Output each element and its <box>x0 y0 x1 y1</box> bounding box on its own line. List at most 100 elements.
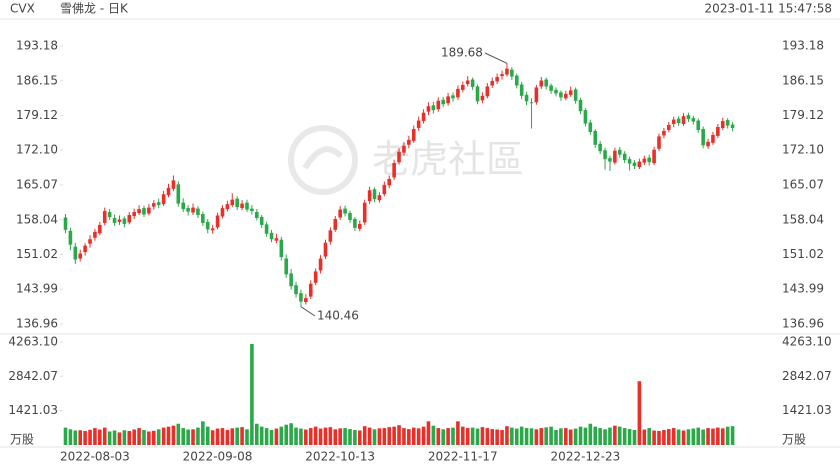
volume-bar <box>353 430 357 445</box>
volume-bar <box>107 431 112 445</box>
volume-bar <box>490 429 495 445</box>
volume-tick-label-right: 2842.07 <box>782 369 832 383</box>
volume-bar <box>318 428 323 445</box>
ticker: CVX <box>10 2 35 16</box>
volume-bar <box>117 432 122 445</box>
volume-bar <box>588 423 593 445</box>
candle-body <box>627 159 632 164</box>
volume-bar <box>720 428 725 445</box>
y-tick-label: 179.12 <box>16 108 58 122</box>
candle-body <box>720 121 725 128</box>
candle-body <box>657 136 661 149</box>
candle-body <box>652 149 656 164</box>
watermark-logo <box>288 125 358 195</box>
candle-body <box>578 99 583 112</box>
volume-bar <box>358 430 362 445</box>
candle-body <box>235 198 239 208</box>
volume-bar <box>573 428 578 445</box>
volume-bar <box>603 429 607 445</box>
volume-bar <box>686 429 691 445</box>
candle-body <box>549 85 553 91</box>
candle-body <box>622 153 627 161</box>
candle-body <box>181 202 186 210</box>
volume-bar <box>98 429 102 445</box>
volume-bar <box>465 428 470 445</box>
y-tick-label-right: 136.96 <box>782 317 824 331</box>
volume-bar <box>235 427 239 445</box>
volume-bar <box>220 428 225 445</box>
y-tick-label-right: 143.99 <box>782 282 824 296</box>
volume-bar <box>411 427 416 445</box>
candle-body <box>161 194 166 205</box>
y-tick-label: 172.10 <box>16 143 58 157</box>
candle-body <box>485 86 490 97</box>
volume-bar <box>642 429 647 445</box>
candle-body <box>480 95 485 101</box>
volume-bar <box>161 427 166 445</box>
candle-body <box>328 230 333 242</box>
volume-bar <box>622 428 627 445</box>
candle-body <box>667 125 671 130</box>
volume-bar <box>166 426 171 445</box>
candle-body <box>662 130 666 136</box>
candle-body <box>583 110 588 124</box>
volume-bar <box>475 428 480 445</box>
volume-bar <box>240 427 244 445</box>
y-tick-label-right: 158.04 <box>782 212 824 226</box>
volume-bar <box>716 427 720 445</box>
volume-bar <box>333 429 338 445</box>
candle-body <box>98 224 102 234</box>
volume-bar <box>328 427 333 445</box>
volume-bar <box>510 427 514 445</box>
candle-body <box>402 145 406 153</box>
volume-unit: 万股 <box>782 433 806 447</box>
volume-bar <box>500 430 504 445</box>
volume-bar <box>451 427 455 445</box>
candle-body <box>186 208 190 212</box>
candle-body <box>529 102 534 104</box>
volume-bar <box>524 428 529 445</box>
candle-body <box>431 105 436 111</box>
y-tick-label: 165.07 <box>16 178 58 192</box>
volume-bar <box>456 421 460 445</box>
candle-body <box>377 195 382 201</box>
candle-body <box>250 208 254 212</box>
candle-body <box>225 204 230 210</box>
volume-bar <box>254 423 259 445</box>
candle-body <box>544 79 548 87</box>
volume-bar <box>554 430 558 445</box>
volume-bar <box>593 426 598 445</box>
candle-body <box>730 124 735 128</box>
volume-bar <box>274 428 279 445</box>
candle-body <box>147 207 151 214</box>
volume-bar <box>598 428 602 445</box>
volume-tick-label: 2842.07 <box>8 369 58 383</box>
volume-bar <box>362 426 367 445</box>
candle-body <box>132 212 136 217</box>
candle-body <box>441 99 445 105</box>
volume-bar <box>392 426 396 445</box>
volume-bar <box>191 429 195 445</box>
high-annotation: 189.68 <box>441 46 483 60</box>
volume-bar <box>725 426 730 445</box>
candle-body <box>240 203 244 209</box>
candle-body <box>642 158 647 163</box>
volume-bar <box>559 428 563 445</box>
candle-body <box>353 218 357 228</box>
candle-body <box>465 80 470 84</box>
timestamp: 2023-01-11 15:47:58 <box>705 2 832 16</box>
candle-body <box>701 128 705 146</box>
volume-bar <box>377 428 382 445</box>
volume-bar <box>142 430 146 445</box>
volume-bar <box>269 430 274 445</box>
volume-bar <box>245 429 249 445</box>
volume-bar <box>201 421 205 445</box>
candle-body <box>289 273 293 287</box>
candle-body <box>681 116 686 125</box>
candle-body <box>83 245 87 253</box>
candle-body <box>500 74 504 77</box>
candle-body <box>245 202 249 210</box>
volume-bar <box>402 428 406 445</box>
volume-bar <box>230 428 235 445</box>
candle-body <box>348 213 352 220</box>
